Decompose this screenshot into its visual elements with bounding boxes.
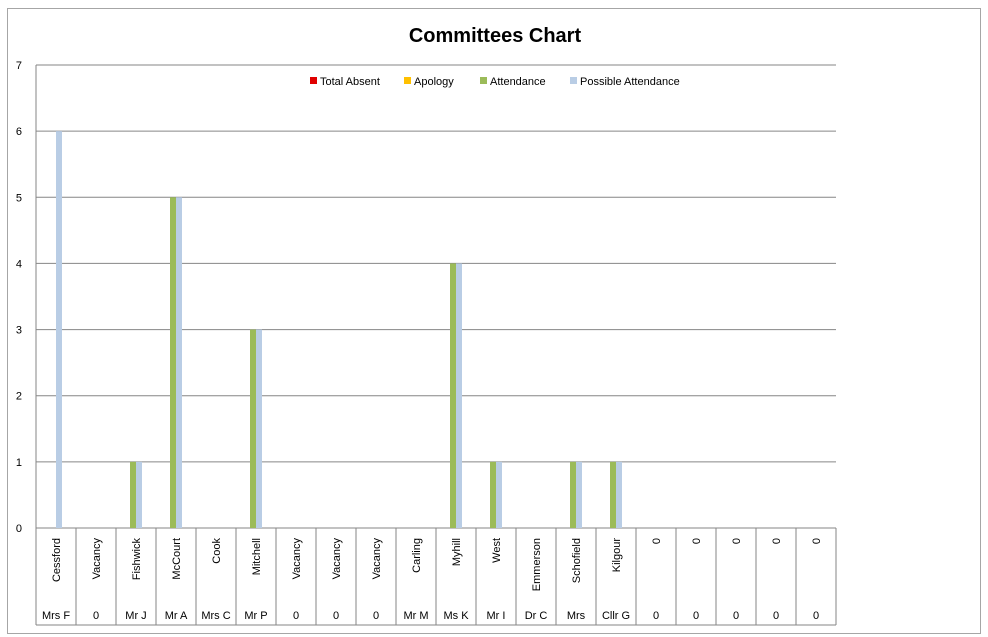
category-label: Vacancy <box>91 538 103 580</box>
bar-possible-attendance <box>496 461 502 528</box>
category-prefix-label: 0 <box>653 610 659 622</box>
bar-attendance <box>490 461 496 528</box>
bar-possible-attendance <box>576 461 582 528</box>
category-prefix-label: 0 <box>733 610 739 622</box>
legend-label: Attendance <box>490 76 546 88</box>
y-tick-label: 5 <box>16 192 22 204</box>
category-prefix-label: Dr C <box>525 610 548 622</box>
category-label: Vacancy <box>371 538 383 580</box>
legend: Total Absent Apology Attendance Possible At… <box>310 76 680 88</box>
y-axis: 0 1 2 3 4 5 6 7 <box>16 60 22 535</box>
legend-label: Total Absent <box>320 76 380 88</box>
y-tick-label: 1 <box>16 457 22 469</box>
category-prefix-label: 0 <box>693 610 699 622</box>
category-prefix-label: Mrs C <box>201 610 230 622</box>
y-tick-label: 2 <box>16 391 22 403</box>
bar-attendance <box>570 461 576 528</box>
category-prefix-label: Mr J <box>125 610 146 622</box>
category-label: Schofield <box>571 538 583 583</box>
category-label: West <box>491 538 503 563</box>
category-prefix-label: Mr A <box>165 610 188 622</box>
category-prefix-label: 0 <box>93 610 99 622</box>
category-label: Emmerson <box>531 538 543 591</box>
chart-frame <box>7 8 981 634</box>
category-prefix-label: 0 <box>333 610 339 622</box>
category-label: Carling <box>411 538 423 573</box>
legend-swatch <box>404 77 411 84</box>
category-label: Vacancy <box>291 538 303 580</box>
category-prefix-label: 0 <box>773 610 779 622</box>
legend-swatch <box>480 77 487 84</box>
category-label: Vacancy <box>331 538 343 580</box>
bar-possible-attendance <box>56 131 62 528</box>
y-tick-label: 0 <box>16 523 22 535</box>
legend-swatch <box>570 77 577 84</box>
bar-possible-attendance <box>256 329 262 528</box>
category-prefix-label: Mr I <box>487 610 506 622</box>
chart-title: Committees Chart <box>409 25 582 47</box>
category-table: Cessford Mrs F Vacancy 0 Fishwick Mr J McCourt… <box>35 528 837 626</box>
category-label: 0 <box>771 538 783 544</box>
category-label: 0 <box>731 538 743 544</box>
category-label: 0 <box>691 538 703 544</box>
category-label: McCourt <box>171 538 183 580</box>
category-label: Mitchell <box>251 538 263 575</box>
legend-label: Possible Attendance <box>580 76 680 88</box>
category-prefix-label: Mr P <box>244 610 267 622</box>
category-label: Cook <box>211 538 223 564</box>
category-label: Myhill <box>451 538 463 566</box>
bars <box>56 131 622 529</box>
y-tick-label: 6 <box>16 126 22 138</box>
bar-attendance <box>170 197 176 529</box>
legend-swatch <box>310 77 317 84</box>
bar-possible-attendance <box>456 263 462 528</box>
bar-attendance <box>450 263 456 528</box>
category-prefix-label: Ms K <box>443 610 469 622</box>
category-label: Fishwick <box>131 538 143 581</box>
legend-label: Apology <box>414 76 454 88</box>
category-prefix-label: Mrs F <box>42 610 70 622</box>
category-prefix-label: 0 <box>373 610 379 622</box>
category-prefix-label: Cllr G <box>602 610 630 622</box>
category-prefix-label: Mrs <box>567 610 586 622</box>
category-label: 0 <box>651 538 663 544</box>
bar-attendance <box>250 329 256 528</box>
bar-attendance <box>610 461 616 528</box>
y-tick-label: 3 <box>16 325 22 337</box>
y-tick-label: 7 <box>16 60 22 72</box>
bar-possible-attendance <box>616 461 622 528</box>
category-label: Kilgour <box>611 538 623 573</box>
category-prefix-label: Mr M <box>403 610 428 622</box>
category-label: Cessford <box>51 538 63 582</box>
category-prefix-label: 0 <box>813 610 819 622</box>
bar-possible-attendance <box>176 197 182 529</box>
category-prefix-label: 0 <box>293 610 299 622</box>
y-tick-label: 4 <box>16 258 22 270</box>
category-label: 0 <box>811 538 823 544</box>
bar-attendance <box>130 461 136 528</box>
bar-possible-attendance <box>136 461 142 528</box>
